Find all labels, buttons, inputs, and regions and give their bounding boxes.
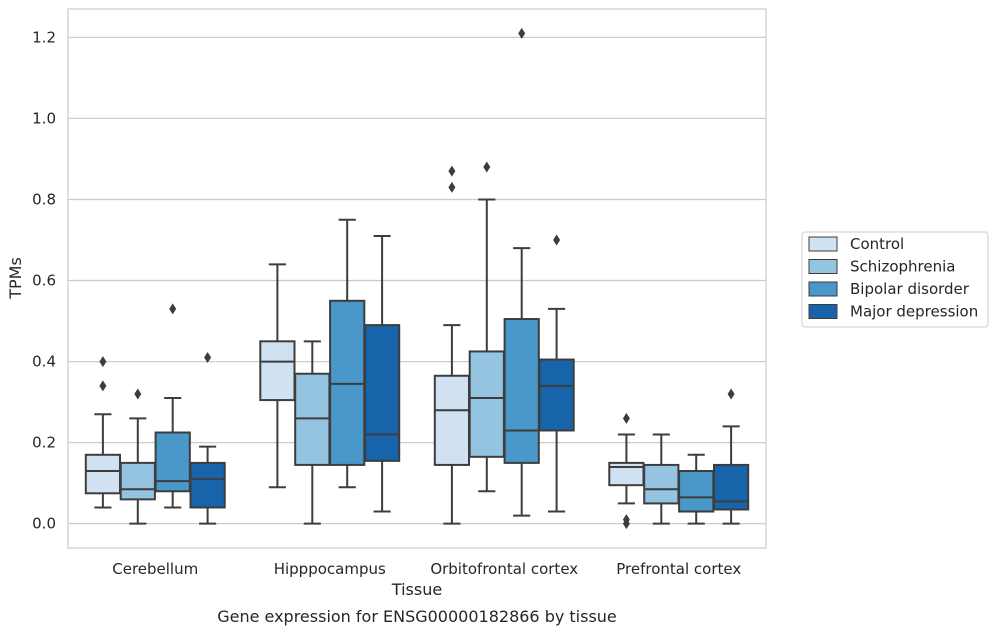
y-tick-label: 0.0	[32, 515, 56, 533]
iqr-box	[84, 453, 122, 495]
iqr-box	[294, 372, 331, 466]
outlier-point	[448, 181, 456, 193]
outlier-point	[448, 165, 456, 177]
box-orbitofrontal-cortex	[503, 27, 540, 517]
iqr-box	[154, 431, 191, 493]
iqr-box	[189, 461, 226, 509]
outlier-point	[622, 412, 630, 424]
legend-label: Schizophrenia	[850, 258, 955, 276]
outlier-point	[99, 356, 107, 368]
y-axis-label: TPMs	[6, 257, 25, 300]
figure-caption: Gene expression for ENSG00000182866 by t…	[217, 607, 617, 626]
x-tick-labels: Cerebellum Hipppocampus Orbitofrontal cort…	[112, 560, 741, 578]
iqr-box	[259, 340, 296, 402]
y-tick-label: 0.6	[32, 272, 56, 290]
legend-swatch	[808, 259, 838, 274]
box-cerebellum	[154, 303, 191, 509]
outlier-point	[518, 27, 526, 39]
box-cerebellum	[84, 356, 122, 509]
outlier-point	[622, 514, 630, 526]
legend-label: Major depression	[850, 303, 978, 321]
box-hipppocampus	[363, 234, 401, 513]
y-tick-label: 1.2	[32, 28, 56, 46]
plot-area-frame	[67, 8, 767, 549]
iqr-box	[119, 461, 156, 501]
outlier-point	[134, 388, 142, 400]
y-tick-label: 0.8	[32, 190, 56, 208]
iqr-box	[643, 463, 680, 505]
legend-label: Bipolar disorder	[850, 280, 970, 298]
outlier-point	[553, 234, 561, 246]
box-hipppocampus	[329, 218, 366, 489]
outlier-point	[727, 388, 735, 400]
legend-swatch	[808, 236, 838, 252]
outlier-point	[483, 161, 491, 173]
series-major-depression	[189, 234, 750, 525]
box-hipppocampus	[259, 263, 296, 489]
x-tick-label: Cerebellum	[112, 560, 198, 578]
box-prefrontal-cortex	[608, 412, 645, 530]
y-tick-labels: 0.0 0.2 0.4 0.6 0.8 1.0 1.2	[32, 28, 56, 532]
box-cerebellum	[189, 352, 226, 525]
iqr-box	[433, 374, 471, 466]
box-prefrontal-cortex	[712, 388, 750, 525]
y-tick-label: 1.0	[32, 109, 56, 127]
x-tick-label: Hipppocampus	[274, 560, 386, 578]
legend: Control Schizophrenia Bipolar disorder Majo…	[801, 231, 989, 328]
iqr-box	[678, 470, 715, 513]
x-axis-label: Tissue	[391, 580, 442, 599]
outlier-point	[204, 352, 212, 364]
outlier-point	[169, 303, 177, 315]
legend-swatch	[808, 281, 838, 297]
outlier-point	[99, 380, 107, 392]
iqr-box	[712, 463, 750, 511]
x-tick-label: Orbitofrontal cortex	[430, 560, 578, 578]
legend-label: Control	[850, 235, 904, 253]
legend-frame	[801, 231, 989, 328]
iqr-box	[538, 358, 575, 432]
box-prefrontal-cortex	[678, 453, 715, 525]
iqr-box	[468, 350, 505, 458]
box-orbitofrontal-cortex	[468, 161, 505, 493]
box-series-layer	[84, 27, 750, 530]
iqr-box	[363, 324, 401, 462]
x-tick-label: Prefrontal cortex	[616, 560, 741, 578]
iqr-box	[329, 299, 366, 466]
iqr-box	[503, 318, 540, 464]
box-orbitofrontal-cortex	[433, 165, 471, 525]
box-hipppocampus	[294, 340, 331, 525]
y-tick-label: 0.2	[32, 434, 56, 452]
legend-swatch	[808, 304, 838, 319]
series-bipolar-disorder	[154, 27, 715, 525]
box-cerebellum	[119, 388, 156, 525]
box-orbitofrontal-cortex	[538, 234, 575, 513]
y-tick-label: 0.4	[32, 353, 56, 371]
box-prefrontal-cortex	[643, 433, 680, 525]
